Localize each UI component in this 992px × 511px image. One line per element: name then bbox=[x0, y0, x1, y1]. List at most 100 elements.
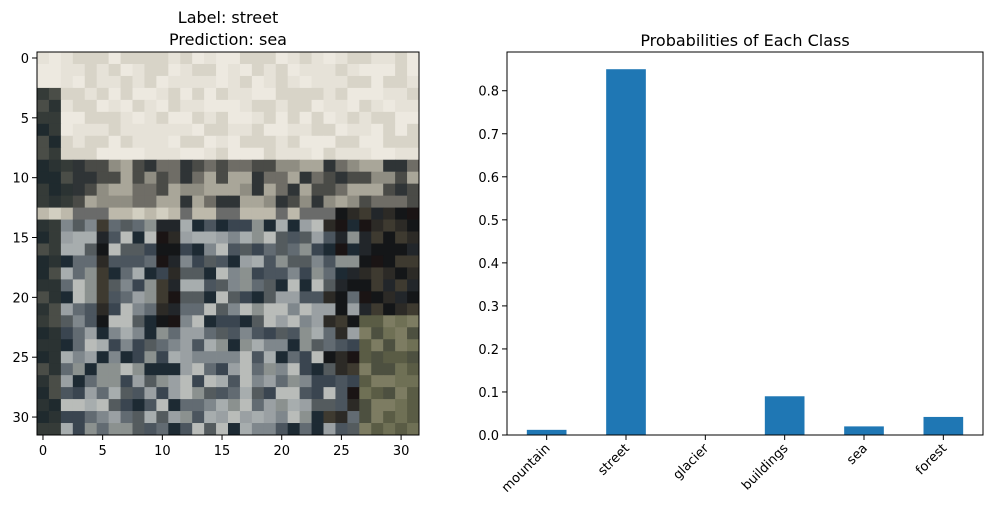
pixel bbox=[275, 291, 289, 304]
pixel bbox=[239, 339, 253, 352]
pixel bbox=[37, 111, 50, 125]
image-y-tick-label: 20 bbox=[12, 291, 29, 306]
pixel bbox=[72, 423, 86, 436]
pixel bbox=[156, 363, 169, 376]
pixel bbox=[395, 171, 408, 185]
pixel bbox=[323, 339, 336, 352]
pixel bbox=[156, 279, 169, 292]
pixel bbox=[168, 315, 181, 328]
pixel bbox=[287, 52, 301, 65]
pixel-image bbox=[37, 52, 420, 436]
pixel bbox=[156, 351, 169, 364]
pixel bbox=[216, 327, 229, 340]
pixel bbox=[144, 243, 157, 256]
pixel bbox=[96, 75, 110, 89]
pixel bbox=[84, 291, 98, 304]
pixel bbox=[251, 267, 265, 280]
pixel bbox=[204, 303, 217, 316]
pixel bbox=[371, 75, 384, 89]
pixel bbox=[120, 52, 133, 65]
pixel bbox=[299, 219, 312, 232]
pixel bbox=[311, 171, 324, 185]
pixel bbox=[359, 315, 372, 328]
pixel bbox=[251, 111, 265, 125]
pixel bbox=[263, 291, 277, 304]
pixel bbox=[48, 171, 62, 185]
pixel bbox=[48, 75, 62, 89]
pixel bbox=[228, 267, 241, 280]
pixel bbox=[72, 135, 86, 149]
pixel bbox=[371, 52, 384, 65]
pixel bbox=[180, 315, 193, 328]
image-x-axis: 0 5 10 15 20 25 30 bbox=[39, 435, 409, 459]
pixel bbox=[335, 327, 348, 340]
pixel bbox=[335, 399, 348, 412]
pixel bbox=[359, 111, 372, 125]
pixel bbox=[311, 303, 324, 316]
pixel bbox=[371, 387, 384, 400]
image-y-tick-label: 15 bbox=[12, 232, 29, 247]
pixel bbox=[287, 63, 301, 77]
pixel bbox=[383, 363, 396, 376]
pixel bbox=[335, 195, 348, 208]
bar-y-tick-label: 0.1 bbox=[478, 386, 499, 401]
image-x-tick-label: 25 bbox=[333, 444, 350, 459]
pixel bbox=[383, 399, 396, 412]
pixel bbox=[323, 387, 336, 400]
pixel bbox=[251, 87, 265, 101]
pixel bbox=[263, 63, 277, 77]
image-y-tick-label: 0 bbox=[21, 52, 29, 67]
pixel bbox=[347, 411, 360, 424]
pixel bbox=[287, 291, 301, 304]
pixel bbox=[359, 99, 372, 113]
pixel bbox=[359, 279, 372, 292]
pixel bbox=[216, 399, 229, 412]
pixel bbox=[275, 87, 289, 101]
pixel bbox=[192, 135, 205, 149]
pixel bbox=[395, 207, 408, 220]
pixel bbox=[251, 399, 265, 412]
pixel bbox=[156, 411, 169, 424]
pixel bbox=[275, 315, 289, 328]
pixel bbox=[37, 351, 50, 364]
pixel bbox=[216, 87, 229, 101]
pixel bbox=[96, 375, 110, 388]
pixel bbox=[299, 339, 312, 352]
pixel bbox=[96, 207, 110, 220]
pixel bbox=[263, 387, 277, 400]
pixel bbox=[60, 135, 74, 149]
pixel bbox=[84, 315, 98, 328]
pixel bbox=[192, 99, 205, 113]
pixel bbox=[395, 399, 408, 412]
pixel bbox=[108, 375, 121, 388]
pixel bbox=[239, 111, 253, 125]
pixel bbox=[37, 159, 50, 173]
pixel bbox=[37, 99, 50, 113]
pixel bbox=[168, 375, 181, 388]
pixel bbox=[347, 303, 360, 316]
pixel bbox=[60, 255, 74, 268]
pixel bbox=[299, 159, 312, 173]
pixel bbox=[335, 411, 348, 424]
pixel bbox=[263, 315, 277, 328]
pixel bbox=[84, 171, 98, 185]
pixel bbox=[204, 267, 217, 280]
bar-y-tick-label: 0.8 bbox=[478, 85, 499, 100]
pixel bbox=[299, 243, 312, 256]
pixel bbox=[275, 351, 289, 364]
pixel bbox=[335, 279, 348, 292]
pixel bbox=[287, 375, 301, 388]
pixel bbox=[263, 195, 277, 208]
pixel bbox=[60, 159, 74, 173]
pixel bbox=[239, 291, 253, 304]
pixel bbox=[335, 171, 348, 185]
pixel bbox=[407, 63, 420, 77]
pixel bbox=[383, 183, 396, 197]
pixel bbox=[132, 63, 145, 77]
pixel bbox=[120, 279, 133, 292]
pixel bbox=[371, 315, 384, 328]
pixel bbox=[204, 387, 217, 400]
pixel bbox=[216, 231, 229, 244]
pixel bbox=[263, 171, 277, 185]
pixel bbox=[37, 387, 50, 400]
